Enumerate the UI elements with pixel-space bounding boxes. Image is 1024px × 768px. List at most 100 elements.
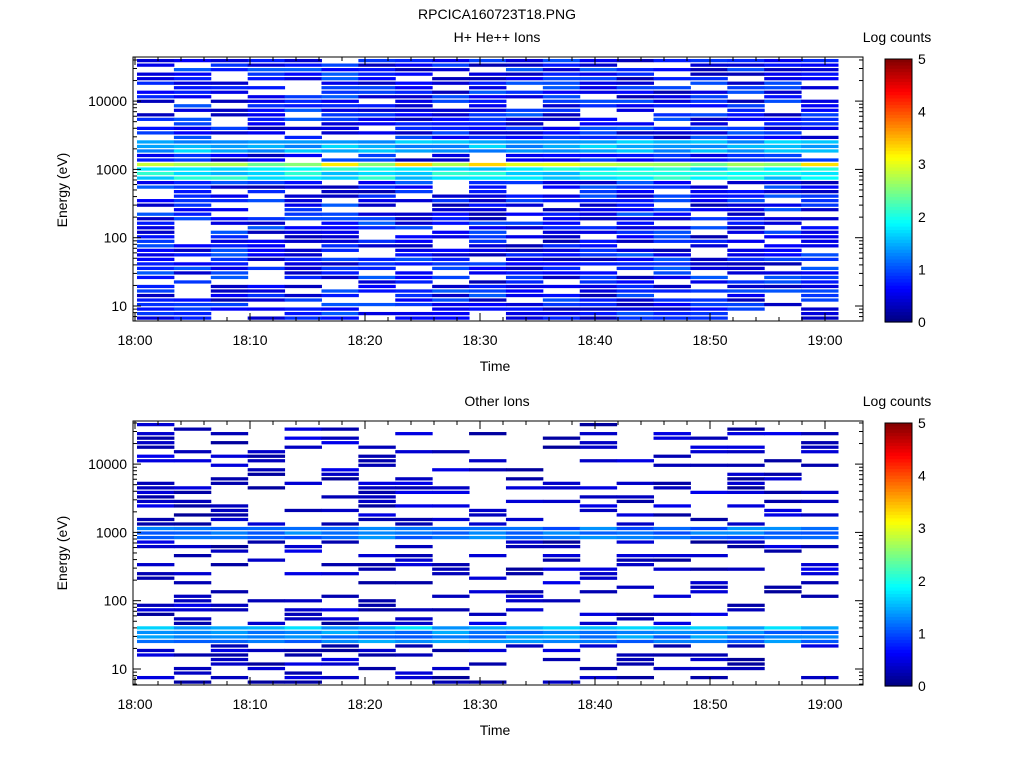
heatmap-cell (653, 99, 691, 103)
heatmap-cell (137, 675, 175, 680)
heatmap-cell (210, 517, 249, 522)
heatmap-cell (173, 176, 212, 180)
heatmap-cell (616, 639, 655, 644)
colorbar-segment (885, 557, 912, 562)
heatmap-cell (321, 68, 359, 72)
heatmap-cell (321, 436, 359, 440)
heatmap-cell (579, 194, 618, 198)
heatmap-cell (358, 176, 396, 180)
heatmap-cell (727, 212, 765, 216)
y-tick-label: 100 (104, 593, 128, 609)
heatmap-cell (210, 167, 249, 171)
heatmap-cell (764, 235, 802, 239)
heatmap-cell (395, 535, 433, 540)
heatmap-cell (137, 149, 175, 153)
heatmap-cell (432, 526, 470, 531)
heatmap-cell (137, 253, 175, 257)
heatmap-cell (653, 644, 691, 648)
heatmap-cell (210, 535, 249, 540)
heatmap-cell (137, 244, 175, 248)
heatmap-cell (432, 235, 470, 239)
heatmap-cell (579, 135, 618, 140)
heatmap-cell (469, 122, 507, 126)
heatmap-cell (321, 63, 359, 67)
heatmap-cell (690, 590, 728, 594)
heatmap-cell (173, 608, 212, 612)
heatmap-cell (764, 590, 802, 594)
heatmap-cell (469, 554, 507, 558)
heatmap-cell (764, 113, 802, 117)
colorbar-segment (885, 177, 912, 182)
heatmap-cell (469, 235, 507, 239)
heatmap-cell (801, 432, 839, 436)
heatmap-cell (616, 535, 655, 540)
heatmap-cell (542, 167, 581, 171)
colorbar-segment (885, 646, 912, 651)
colorbar-segment (885, 465, 912, 470)
heatmap-cell (690, 113, 728, 117)
heatmap-cell (690, 235, 728, 239)
heatmap-cell (137, 540, 175, 544)
heatmap-cell (542, 144, 581, 149)
colorbar-segment (885, 206, 912, 211)
heatmap-cell (579, 212, 618, 216)
heatmap-cell (210, 662, 249, 666)
heatmap-cell (321, 522, 359, 526)
colorbar-segment (885, 633, 912, 638)
heatmap-cell (284, 230, 322, 234)
heatmap-cell (653, 253, 691, 257)
colorbar-segment (885, 147, 912, 152)
heatmap-cell (395, 95, 433, 99)
heatmap-cell (358, 153, 396, 158)
heatmap-cell (247, 158, 286, 162)
x-tick-label: 18:00 (117, 696, 152, 712)
heatmap-cell (137, 81, 175, 85)
heatmap-cell (247, 662, 286, 666)
panel-other-ions: Other Ions Log counts Time Energy (eV) 1… (54, 393, 931, 738)
heatmap-cell (395, 617, 433, 621)
heatmap-cell (653, 612, 691, 616)
heatmap-cell (653, 226, 691, 230)
heatmap-cell (690, 167, 728, 171)
heatmap-cell (505, 90, 544, 94)
heatmap-cell (247, 558, 286, 562)
heatmap-cell (432, 302, 470, 307)
heatmap-cell (358, 486, 396, 490)
heatmap-cell (690, 635, 728, 639)
colorbar-frame (884, 422, 913, 687)
heatmap-cell (321, 441, 359, 445)
heatmap-cell (210, 81, 249, 85)
heatmap-cell (469, 194, 507, 198)
colorbar-segment (885, 567, 912, 572)
heatmap-cell (137, 131, 175, 135)
colorbar-segment (885, 216, 912, 221)
heatmap-cell (505, 140, 544, 144)
colorbar-segment (885, 547, 912, 552)
heatmap-cell (469, 117, 507, 121)
heatmap-cell (653, 653, 691, 657)
colorbar-tick-label: 0 (918, 678, 926, 694)
colorbar-segment (885, 160, 912, 165)
colorbar-segment (885, 639, 912, 644)
heatmap-cell (801, 126, 839, 131)
heatmap-cell (210, 63, 249, 67)
heatmap-cell (321, 648, 359, 653)
colorbar-segment (885, 478, 912, 483)
heatmap-cell (579, 180, 618, 185)
heatmap-cell (284, 135, 322, 140)
heatmap-cell (247, 162, 286, 167)
heatmap-cell (432, 262, 470, 266)
colorbar-segment (885, 439, 912, 444)
heatmap-cell (616, 226, 655, 230)
heatmap-cell (653, 432, 691, 436)
heatmap-cell (284, 572, 322, 576)
heatmap-cell (321, 77, 359, 81)
heatmap-cell (653, 594, 691, 598)
heatmap-cell (358, 226, 396, 230)
heatmap-cell (173, 671, 212, 675)
heatmap-cell (727, 284, 765, 289)
colorbar-segment (885, 128, 912, 132)
colorbar-segment (885, 213, 912, 218)
heatmap-cell (653, 307, 691, 311)
